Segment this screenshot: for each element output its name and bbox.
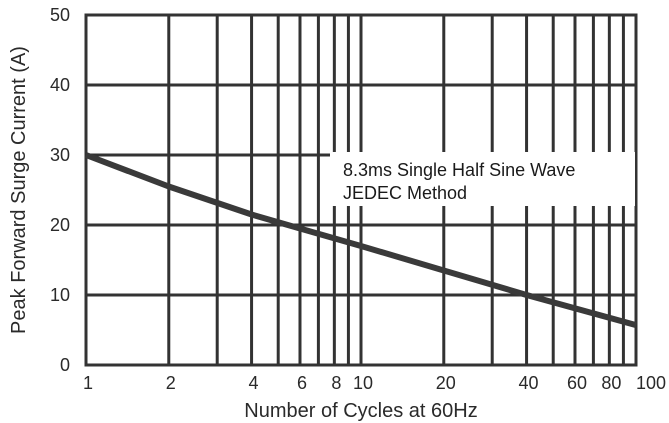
y-tick-labels: 0 10 20 30 40 50 bbox=[50, 5, 70, 375]
x-tick-label-20: 20 bbox=[436, 373, 456, 393]
y-tick-label-20: 20 bbox=[50, 215, 70, 235]
x-tick-label-2: 2 bbox=[166, 373, 176, 393]
x-tick-label-10: 10 bbox=[353, 373, 373, 393]
x-tick-label-80: 80 bbox=[601, 373, 621, 393]
y-axis-title: Peak Forward Surge Current (A) bbox=[8, 46, 30, 334]
annotation-background bbox=[330, 152, 635, 206]
annotation: 8.3ms Single Half Sine Wave JEDEC Method bbox=[330, 152, 635, 206]
x-tick-label-8: 8 bbox=[331, 373, 341, 393]
x-tick-label-1: 1 bbox=[83, 373, 93, 393]
x-tick-label-4: 4 bbox=[249, 373, 259, 393]
x-tick-label-6: 6 bbox=[297, 373, 307, 393]
x-tick-label-100: 100 bbox=[636, 373, 666, 393]
x-tick-label-60: 60 bbox=[567, 373, 587, 393]
y-tick-label-30: 30 bbox=[50, 145, 70, 165]
x-axis-title: Number of Cycles at 60Hz bbox=[244, 400, 477, 422]
x-tick-labels: 1 2 4 6 8 10 20 40 60 80 100 bbox=[83, 373, 666, 393]
plot-frame bbox=[84, 13, 638, 367]
x-tick-label-40: 40 bbox=[519, 373, 539, 393]
y-tick-label-0: 0 bbox=[60, 355, 70, 375]
y-tick-label-40: 40 bbox=[50, 75, 70, 95]
y-tick-label-10: 10 bbox=[50, 285, 70, 305]
annotation-line-1: 8.3ms Single Half Sine Wave bbox=[343, 160, 575, 180]
y-tick-label-50: 50 bbox=[50, 5, 70, 25]
annotation-line-2: JEDEC Method bbox=[343, 183, 467, 203]
series-group bbox=[84, 152, 637, 328]
series-line-0 bbox=[84, 152, 637, 328]
